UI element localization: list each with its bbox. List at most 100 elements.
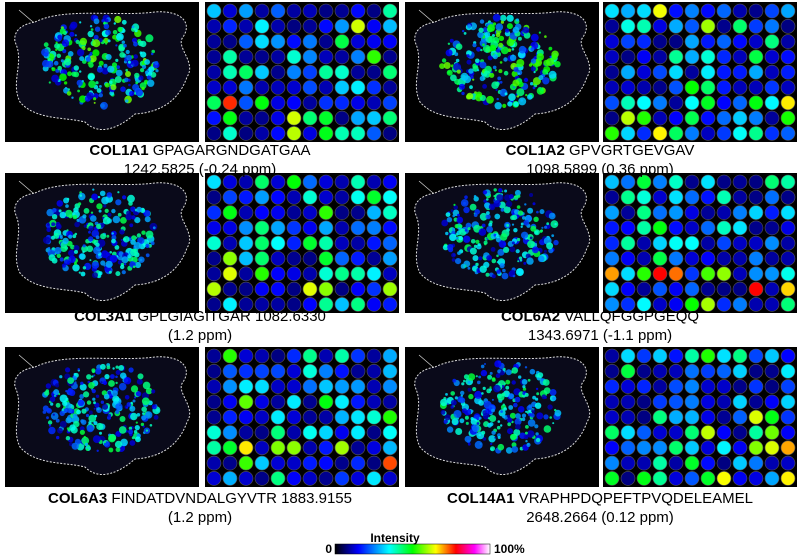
- spot: [366, 363, 382, 379]
- signal-blob: [535, 432, 539, 436]
- signal-blob: [525, 253, 531, 259]
- signal-blob: [155, 69, 159, 73]
- signal-blob: [479, 39, 487, 47]
- spot: [286, 251, 302, 266]
- spot: [604, 471, 620, 486]
- spot: [780, 3, 796, 19]
- signal-blob: [52, 208, 57, 213]
- spot: [620, 281, 636, 297]
- spot: [302, 235, 318, 251]
- signal-blob: [90, 28, 94, 31]
- signal-blob: [151, 389, 156, 394]
- signal-blob: [497, 248, 505, 256]
- spot: [604, 266, 620, 282]
- caption-text: GPAGARGNDGATGAA: [152, 142, 311, 159]
- signal-blob: [496, 97, 499, 101]
- signal-blob: [145, 243, 150, 248]
- signal-blob: [470, 75, 474, 80]
- signal-blob: [553, 239, 559, 246]
- signal-blob: [466, 92, 474, 100]
- signal-blob: [517, 406, 525, 413]
- spot: [716, 95, 732, 111]
- signal-blob: [80, 381, 84, 385]
- spot: [382, 80, 398, 95]
- signal-blob: [483, 199, 487, 203]
- spot: [350, 425, 366, 440]
- spot: [780, 266, 796, 282]
- spot: [700, 18, 716, 34]
- spot: [716, 266, 732, 282]
- spot: [286, 34, 302, 49]
- spot: [286, 205, 302, 220]
- signal-blob: [49, 396, 56, 403]
- caption-line: (1.2 ppm): [0, 326, 400, 345]
- spot: [636, 363, 652, 379]
- signal-blob: [500, 424, 503, 427]
- signal-blob: [523, 434, 529, 440]
- signal-blob: [72, 413, 78, 419]
- signal-blob: [130, 412, 138, 421]
- spot: [636, 471, 652, 486]
- spot: [302, 95, 318, 111]
- signal-blob: [61, 263, 67, 268]
- spot: [350, 174, 366, 190]
- spot: [732, 348, 748, 364]
- spot: [222, 110, 238, 126]
- signal-blob: [449, 233, 457, 242]
- signal-blob: [526, 257, 534, 265]
- signal-blob: [121, 256, 129, 264]
- signal-blob: [464, 195, 468, 199]
- arrow: [18, 354, 34, 368]
- spot: [318, 379, 334, 394]
- spot: [270, 64, 286, 80]
- signal-blob: [88, 410, 93, 415]
- spot: [270, 49, 286, 65]
- spot: [302, 348, 318, 364]
- signal-blob: [62, 237, 69, 245]
- signal-blob: [459, 228, 467, 236]
- signal-blob: [127, 254, 132, 259]
- spot: [318, 18, 334, 34]
- spot: [636, 235, 652, 251]
- signal-blob: [492, 65, 497, 70]
- signal-blob: [102, 216, 111, 225]
- signal-blob: [495, 234, 500, 239]
- signal-blob: [464, 415, 469, 420]
- spot: [668, 80, 684, 95]
- signal-blob: [517, 260, 520, 263]
- spot: [604, 251, 620, 266]
- arrow: [18, 180, 34, 194]
- signal-blob: [56, 253, 61, 258]
- spot: [716, 425, 732, 440]
- signal-blob: [115, 381, 118, 385]
- signal-blob: [53, 232, 60, 239]
- spot: [206, 80, 222, 95]
- spot: [382, 471, 398, 486]
- signal-blob: [493, 188, 497, 192]
- spot: [748, 409, 764, 425]
- signal-blob: [499, 61, 503, 64]
- signal-blob: [137, 40, 144, 47]
- signal-blob: [128, 79, 131, 82]
- signal-blob: [96, 203, 103, 210]
- spot: [254, 425, 270, 440]
- signal-blob: [451, 258, 456, 262]
- signal-blob: [134, 72, 140, 79]
- spot: [636, 34, 652, 49]
- spot: [748, 348, 764, 364]
- signal-blob: [516, 63, 520, 68]
- spot: [604, 297, 620, 312]
- spot: [700, 220, 716, 236]
- spot: [334, 455, 350, 471]
- spot: [780, 363, 796, 379]
- signal-blob: [79, 37, 88, 46]
- signal-blob: [130, 401, 133, 405]
- spot: [604, 126, 620, 141]
- signal-blob: [446, 426, 454, 433]
- spot: [238, 189, 254, 205]
- signal-blob: [78, 192, 86, 201]
- signal-blob: [543, 387, 551, 394]
- spot: [382, 297, 398, 312]
- spot: [652, 425, 668, 440]
- signal-blob: [518, 256, 523, 260]
